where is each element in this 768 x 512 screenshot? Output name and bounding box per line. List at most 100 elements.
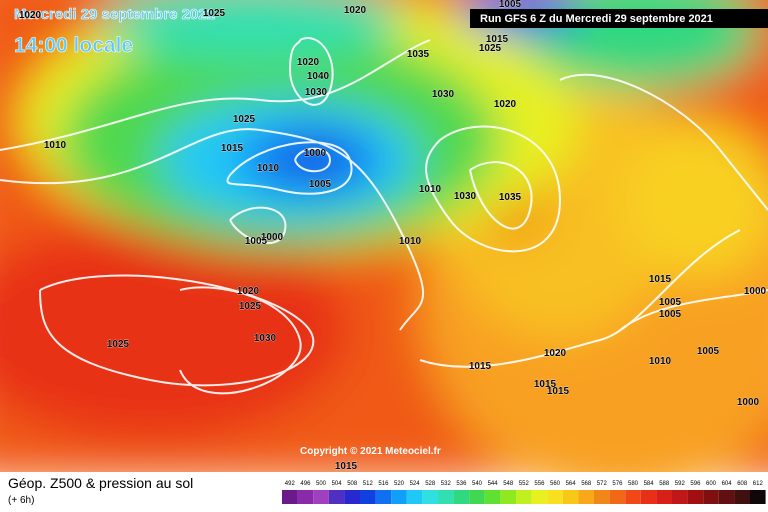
isobar-label: 1010 (399, 236, 422, 247)
isobar-label: 1015 (547, 386, 570, 397)
run-box (470, 9, 768, 28)
scale-swatch (313, 490, 329, 504)
scale-label: 560 (550, 481, 561, 487)
scale-label: 604 (722, 481, 733, 487)
scale-label: 572 (597, 481, 608, 487)
scale-label: 552 (519, 481, 530, 487)
isobars (0, 37, 768, 395)
isobar-label: 1000 (737, 397, 760, 408)
scale-swatch (360, 490, 376, 504)
scale-swatch (547, 490, 563, 504)
scale-label: 524 (410, 481, 421, 487)
scale-label: 600 (706, 481, 717, 487)
isobar-label: 1015 (469, 361, 492, 372)
run: Run GFS 6 Z du Mercredi 29 septembre 202… (480, 13, 713, 25)
scale-swatch (516, 490, 532, 504)
scale-swatch (640, 490, 657, 504)
isobar-label: 1020 (544, 348, 567, 359)
scale-swatch (656, 490, 672, 504)
isobar-label: 1015 (486, 34, 509, 45)
legend-title: Géop. Z500 & pression au sol (8, 475, 193, 491)
scale-label: 596 (690, 481, 701, 487)
scale-swatch (469, 490, 485, 504)
scale-swatch (750, 490, 766, 504)
scale-swatch (578, 490, 594, 504)
scale-label: 568 (581, 481, 592, 487)
isobar-label: 1020 (237, 286, 260, 297)
scale-label: 556 (534, 481, 545, 487)
isobar-label: 1020 (297, 57, 320, 68)
scale-swatch (562, 490, 579, 504)
isobar-label: 1030 (305, 87, 328, 98)
isobar-label: 1005 (309, 179, 332, 190)
isobar-label: 1005 (697, 346, 720, 357)
scale-swatch (484, 490, 501, 504)
scale-label: 500 (316, 481, 327, 487)
scale-swatch (344, 490, 360, 504)
isobar-label: 1025 (479, 43, 502, 54)
legend-subtitle: (+ 6h) (8, 495, 34, 506)
scale-swatch (422, 490, 438, 504)
scale-label: 512 (363, 481, 374, 487)
scale-swatch (500, 490, 516, 504)
scale-label: 592 (675, 481, 686, 487)
isobar-label: 1020 (494, 99, 517, 110)
date: Mercredi 29 septembre 2021 (14, 6, 215, 23)
isobar-label: 1040 (307, 71, 330, 82)
isobar-label: 1000 (261, 232, 284, 243)
isobar-label: 1030 (254, 333, 277, 344)
scale-label: 508 (347, 481, 358, 487)
scale-swatch (328, 490, 345, 504)
isobar-label: 1025 (107, 339, 130, 350)
scale-swatch (282, 490, 298, 504)
isobar-label: 1010 (44, 140, 67, 151)
scale-swatch (609, 490, 626, 504)
field (0, 0, 768, 500)
isobar-label: 1015 (649, 274, 672, 285)
scale-label: 516 (378, 481, 389, 487)
isobar-label: 1015 (335, 461, 358, 472)
scale-label: 564 (566, 481, 577, 487)
isobar-label: 1010 (257, 163, 280, 174)
isobar-label: 1035 (407, 49, 430, 60)
scale-swatch (391, 490, 407, 504)
scale-swatch (453, 490, 470, 504)
isobar-label: 1005 (245, 236, 268, 247)
scale-label: 520 (394, 481, 405, 487)
isobar-label: 1005 (499, 0, 522, 10)
scale-label: 608 (737, 481, 748, 487)
scale-label: 584 (644, 481, 655, 487)
scale-label: 588 (659, 481, 670, 487)
scale-label: 496 (300, 481, 311, 487)
isobar-label: 1020 (344, 5, 367, 16)
isobar-label: 1030 (432, 89, 455, 100)
isobar-label: 1015 (221, 143, 244, 154)
scale-swatch (438, 490, 454, 504)
scale-swatch (734, 490, 750, 504)
scale-swatch (406, 490, 423, 504)
isobar-label: 1030 (454, 191, 477, 202)
isobar-label: 1000 (304, 148, 327, 159)
copyright: Copyright © 2021 Meteociel.fr (300, 446, 441, 457)
scale-label: 548 (503, 481, 514, 487)
isobar-label: 1010 (419, 184, 442, 195)
isobar-label: 1015 (534, 379, 557, 390)
scale-swatch (531, 490, 548, 504)
scale-swatch (594, 490, 610, 504)
isobar-label: 1005 (659, 297, 682, 308)
isobar-label: 1000 (744, 286, 767, 297)
scale-swatch (703, 490, 719, 504)
isobar-label: 1025 (239, 301, 262, 312)
scale-label: 576 (612, 481, 623, 487)
isobar-label: 1020 (19, 10, 42, 21)
isobar-label: 1005 (659, 309, 682, 320)
scale-swatch (375, 490, 392, 504)
scale-label: 504 (332, 481, 343, 487)
scale-label: 528 (425, 481, 436, 487)
scale-label: 536 (456, 481, 467, 487)
scale-swatch (718, 490, 735, 504)
scale-swatch (297, 490, 314, 504)
scale-label: 540 (472, 481, 483, 487)
isobar-label: 1025 (233, 114, 256, 125)
